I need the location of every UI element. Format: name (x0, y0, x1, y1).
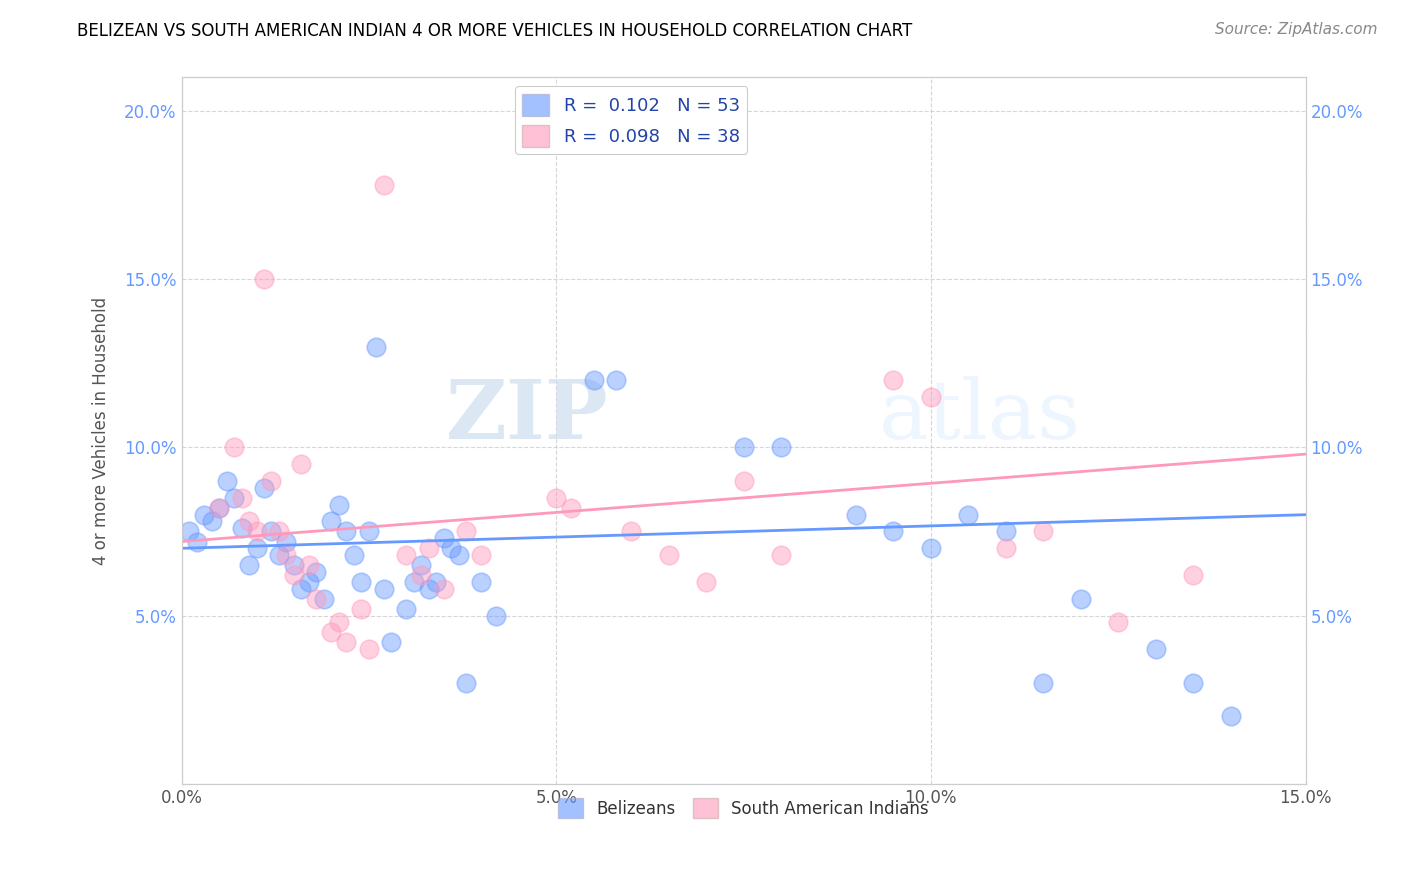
Point (208, 500, 231, 515)
Point (456, 524, 478, 539)
Point (411, 568, 433, 582)
Point (245, 524, 267, 539)
Point (402, 574, 425, 589)
Point (298, 558, 321, 573)
Point (335, 635, 357, 649)
Point (485, 608, 508, 623)
Point (321, 625, 343, 640)
Point (957, 508, 980, 522)
Point (231, 521, 253, 535)
Point (305, 565, 328, 579)
Legend: Belizeans, South American Indians: Belizeans, South American Indians (551, 791, 935, 825)
Point (283, 558, 305, 573)
Point (582, 373, 605, 387)
Point (186, 534, 208, 549)
Point (994, 524, 1017, 539)
Point (231, 491, 253, 505)
Text: Source: ZipAtlas.com: Source: ZipAtlas.com (1215, 22, 1378, 37)
Point (267, 548, 290, 562)
Point (470, 574, 492, 589)
Point (267, 524, 290, 539)
Point (253, 272, 276, 286)
Point (298, 574, 321, 589)
Point (1144, 642, 1167, 657)
Point (350, 574, 373, 589)
Point (373, 178, 395, 192)
Point (1032, 524, 1054, 539)
Point (845, 508, 868, 522)
Point (456, 676, 478, 690)
Point (253, 481, 276, 495)
Point (395, 602, 418, 616)
Point (1182, 676, 1205, 690)
Point (605, 373, 627, 387)
Point (769, 548, 792, 562)
Point (920, 390, 942, 404)
Point (447, 548, 470, 562)
Point (238, 515, 260, 529)
Point (357, 642, 380, 657)
Point (418, 582, 440, 596)
Point (245, 541, 267, 556)
Point (373, 582, 395, 596)
Point (260, 474, 283, 488)
Point (357, 524, 380, 539)
Point (411, 558, 433, 573)
Point (380, 635, 402, 649)
Point (276, 548, 298, 562)
Point (260, 524, 283, 539)
Point (994, 541, 1017, 556)
Point (695, 574, 717, 589)
Point (208, 500, 231, 515)
Point (200, 515, 222, 529)
Point (882, 524, 904, 539)
Point (290, 457, 312, 471)
Point (395, 548, 418, 562)
Point (283, 568, 305, 582)
Point (312, 591, 335, 606)
Text: BELIZEAN VS SOUTH AMERICAN INDIAN 4 OR MORE VEHICLES IN HOUSEHOLD CORRELATION CH: BELIZEAN VS SOUTH AMERICAN INDIAN 4 OR M… (77, 22, 912, 40)
Point (321, 515, 343, 529)
Y-axis label: 4 or more Vehicles in Household: 4 or more Vehicles in Household (93, 296, 110, 565)
Point (433, 531, 456, 545)
Point (882, 373, 904, 387)
Point (425, 574, 447, 589)
Point (658, 548, 681, 562)
Point (620, 524, 643, 539)
Point (440, 541, 463, 556)
Point (328, 615, 350, 630)
Point (350, 602, 373, 616)
Point (733, 441, 755, 455)
Point (343, 548, 366, 562)
Point (328, 498, 350, 512)
Point (560, 500, 582, 515)
Point (433, 582, 456, 596)
Point (920, 541, 942, 556)
Point (1219, 709, 1241, 723)
Point (177, 524, 200, 539)
Point (546, 491, 568, 505)
Point (305, 591, 328, 606)
Point (222, 441, 245, 455)
Point (769, 441, 792, 455)
Point (290, 582, 312, 596)
Text: ZIP: ZIP (446, 376, 609, 457)
Point (193, 508, 215, 522)
Point (1070, 591, 1092, 606)
Point (222, 491, 245, 505)
Point (238, 558, 260, 573)
Point (418, 541, 440, 556)
Point (733, 474, 755, 488)
Text: atlas: atlas (879, 376, 1081, 457)
Point (1182, 568, 1205, 582)
Point (366, 339, 388, 353)
Point (335, 524, 357, 539)
Point (1107, 615, 1129, 630)
Point (215, 474, 238, 488)
Point (276, 534, 298, 549)
Point (1032, 676, 1054, 690)
Point (470, 548, 492, 562)
